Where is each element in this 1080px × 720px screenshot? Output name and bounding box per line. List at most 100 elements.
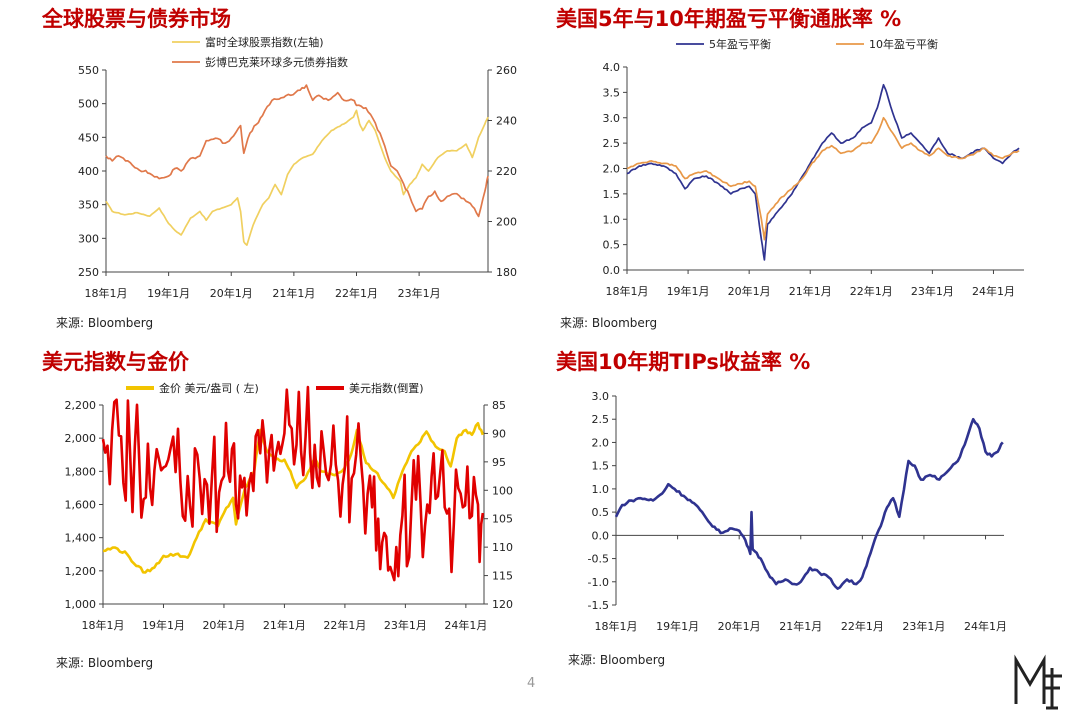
right-tick-label: 200: [496, 216, 517, 229]
left-tick-label: 0.0: [603, 264, 621, 277]
left-tick-label: 2.5: [603, 137, 621, 150]
left-tick-label: -1.0: [588, 576, 609, 589]
left-tick-label: 350: [78, 199, 99, 212]
series-line: [102, 421, 485, 574]
left-tick-label: -1.5: [588, 599, 609, 612]
left-tick-label: -0.5: [588, 553, 609, 566]
x-tick-label: 19年1月: [147, 286, 190, 300]
left-tick-label: 1.0: [592, 483, 610, 496]
left-tick-label: 1.5: [603, 188, 621, 201]
brand-logo: [1014, 654, 1062, 710]
x-tick-label: 21年1月: [263, 618, 306, 632]
right-tick-label: 100: [492, 484, 513, 497]
series-line: [626, 83, 1020, 261]
source-note-tips: 来源: Bloomberg: [568, 653, 666, 667]
panel-title-stocks-bonds: 全球股票与债券市场: [42, 7, 231, 31]
left-tick-label: 550: [78, 64, 99, 77]
left-tick-label: 450: [78, 131, 99, 144]
left-tick-label: 4.0: [603, 61, 621, 74]
left-tick-label: 400: [78, 165, 99, 178]
x-tick-label: 18年1月: [606, 284, 649, 298]
page-number: 4: [527, 676, 536, 691]
left-tick-label: 250: [78, 266, 99, 279]
right-tick-label: 95: [492, 456, 506, 469]
right-tick-label: 220: [496, 165, 517, 178]
left-tick-label: 2.0: [592, 436, 610, 449]
left-tick-label: 1,600: [65, 499, 97, 512]
right-tick-label: 120: [492, 598, 513, 611]
series-line: [614, 417, 1004, 590]
x-tick-label: 24年1月: [964, 619, 1007, 633]
x-tick-label: 22年1月: [841, 619, 884, 633]
left-tick-label: 2,000: [65, 432, 97, 445]
left-tick-label: 3.0: [592, 390, 610, 403]
legend-label: 金价 美元/盎司 ( 左): [159, 381, 259, 395]
source-note-stocks-bonds: 来源: Bloomberg: [56, 316, 154, 330]
x-tick-label: 18年1月: [595, 619, 638, 633]
left-tick-label: 3.0: [603, 112, 621, 125]
x-tick-label: 20年1月: [210, 286, 253, 300]
chart-dollar-gold: 2,200 2,000 1,800 1,600 1,400 1,200 1,000 85 90 9…: [65, 381, 514, 632]
left-tick-label: 2.5: [592, 413, 610, 426]
left-tick-label: 3.5: [603, 86, 621, 99]
x-tick-label: 23年1月: [384, 618, 427, 632]
left-tick-label: 1,000: [65, 598, 97, 611]
left-tick-label: 0.5: [603, 239, 621, 252]
chart-tips-yield: 3.0 2.5 2.0 1.5 1.0 0.5 0.0 -0.5 -1.0 -1.5 18年1月 19…: [588, 390, 1007, 633]
legend-label: 富时全球股票指数(左轴): [205, 35, 324, 49]
right-tick-label: 240: [496, 115, 517, 128]
source-note-breakeven: 来源: Bloomberg: [560, 316, 658, 330]
x-tick-label: 22年1月: [323, 618, 366, 632]
legend-label: 5年盈亏平衡: [709, 37, 771, 51]
series-line: [105, 84, 489, 218]
right-tick-label: 105: [492, 513, 513, 526]
right-tick-label: 110: [492, 541, 513, 554]
x-tick-label: 22年1月: [335, 286, 378, 300]
x-tick-label: 24年1月: [444, 618, 487, 632]
left-tick-label: 0.0: [592, 529, 610, 542]
x-tick-label: 23年1月: [398, 286, 441, 300]
source-note-dollar-gold: 来源: Bloomberg: [56, 656, 154, 670]
right-tick-label: 85: [492, 399, 506, 412]
x-tick-label: 20年1月: [728, 284, 771, 298]
x-tick-label: 24年1月: [972, 284, 1015, 298]
left-tick-label: 1,200: [65, 565, 97, 578]
x-tick-label: 20年1月: [202, 618, 245, 632]
x-tick-label: 18年1月: [85, 286, 128, 300]
chart-breakeven-inflation: 4.0 3.5 3.0 2.5 2.0 1.5 1.0 0.5 0.0 18年1月 19年1月 20年…: [603, 37, 1024, 298]
x-tick-label: 18年1月: [82, 618, 125, 632]
x-tick-label: 19年1月: [667, 284, 710, 298]
x-tick-label: 22年1月: [850, 284, 893, 298]
left-tick-label: 1,800: [65, 465, 97, 478]
legend-label: 10年盈亏平衡: [869, 37, 938, 51]
left-tick-label: 0.5: [592, 506, 610, 519]
x-tick-label: 20年1月: [718, 619, 761, 633]
left-tick-label: 500: [78, 98, 99, 111]
x-tick-label: 21年1月: [789, 284, 832, 298]
panel-title-dollar-gold: 美元指数与金价: [42, 350, 189, 374]
left-tick-label: 1.5: [592, 460, 610, 473]
x-tick-label: 19年1月: [656, 619, 699, 633]
left-tick-label: 1,400: [65, 532, 97, 545]
series-line: [101, 385, 485, 582]
right-tick-label: 115: [492, 570, 513, 583]
x-tick-label: 23年1月: [911, 284, 954, 298]
legend-label: 彭博巴克莱环球多元债券指数: [205, 55, 348, 69]
x-tick-label: 21年1月: [272, 286, 315, 300]
chart-stocks-bonds: 550 500 450 400 350 300 250 260 240 220 200 180 18年1…: [78, 35, 517, 300]
right-tick-label: 260: [496, 64, 517, 77]
legend-label: 美元指数(倒置): [349, 381, 424, 395]
left-tick-label: 300: [78, 232, 99, 245]
x-tick-label: 19年1月: [142, 618, 185, 632]
panel-title-tips: 美国10年期TIPs收益率 %: [556, 350, 811, 374]
x-tick-label: 21年1月: [779, 619, 822, 633]
series-line: [626, 116, 1020, 241]
left-tick-label: 2.0: [603, 163, 621, 176]
series-line: [105, 109, 489, 246]
panel-title-breakeven: 美国5年与10年期盈亏平衡通胀率 %: [556, 7, 902, 31]
right-tick-label: 180: [496, 266, 517, 279]
right-tick-label: 90: [492, 427, 506, 440]
left-tick-label: 1.0: [603, 213, 621, 226]
left-tick-label: 2,200: [65, 399, 97, 412]
x-tick-label: 23年1月: [902, 619, 945, 633]
